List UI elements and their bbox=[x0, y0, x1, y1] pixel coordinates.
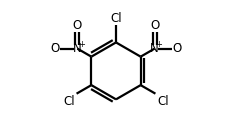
Text: Cl: Cl bbox=[110, 12, 121, 25]
Text: +: + bbox=[155, 40, 162, 49]
Text: O: O bbox=[171, 42, 181, 55]
Text: +: + bbox=[78, 40, 85, 49]
Text: O: O bbox=[50, 42, 60, 55]
Text: N: N bbox=[150, 42, 158, 55]
Text: N: N bbox=[73, 42, 81, 55]
Text: ⁻: ⁻ bbox=[51, 41, 56, 51]
Text: O: O bbox=[73, 19, 82, 32]
Text: ⁻: ⁻ bbox=[175, 41, 180, 51]
Text: Cl: Cl bbox=[157, 95, 168, 108]
Text: Cl: Cl bbox=[63, 95, 74, 108]
Text: O: O bbox=[149, 19, 158, 32]
